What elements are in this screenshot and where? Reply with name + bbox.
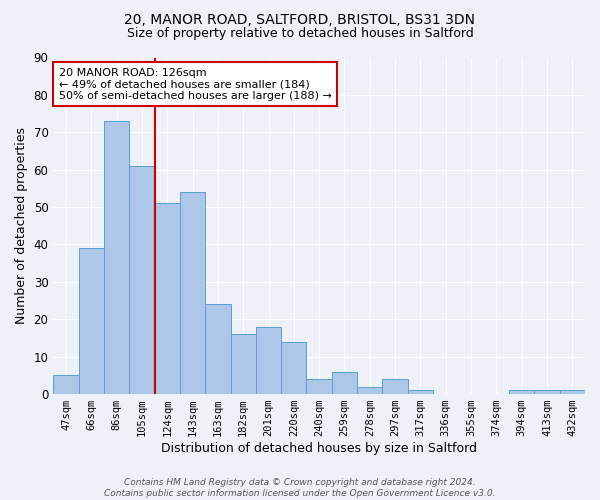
Bar (281, 342, 307, 394)
Bar (129, 166, 155, 394)
Bar (205, 304, 230, 394)
Bar (535, 390, 560, 394)
Text: 20 MANOR ROAD: 126sqm
← 49% of detached houses are smaller (184)
50% of semi-det: 20 MANOR ROAD: 126sqm ← 49% of detached … (59, 68, 331, 101)
Bar (509, 390, 535, 394)
Text: Contains HM Land Registry data © Crown copyright and database right 2024.
Contai: Contains HM Land Registry data © Crown c… (104, 478, 496, 498)
Y-axis label: Number of detached properties: Number of detached properties (15, 128, 28, 324)
Bar (53, 376, 79, 394)
Bar (155, 204, 180, 394)
Text: Size of property relative to detached houses in Saltford: Size of property relative to detached ho… (127, 28, 473, 40)
Bar (408, 390, 433, 394)
Bar (332, 372, 357, 394)
Bar (560, 390, 585, 394)
Text: 20, MANOR ROAD, SALTFORD, BRISTOL, BS31 3DN: 20, MANOR ROAD, SALTFORD, BRISTOL, BS31 … (125, 12, 476, 26)
Bar (230, 334, 256, 394)
Bar (256, 327, 281, 394)
Bar (357, 386, 382, 394)
Bar (79, 248, 104, 394)
X-axis label: Distribution of detached houses by size in Saltford: Distribution of detached houses by size … (161, 442, 477, 455)
Bar (307, 379, 332, 394)
Bar (180, 192, 205, 394)
Bar (104, 121, 129, 394)
Bar (382, 379, 408, 394)
